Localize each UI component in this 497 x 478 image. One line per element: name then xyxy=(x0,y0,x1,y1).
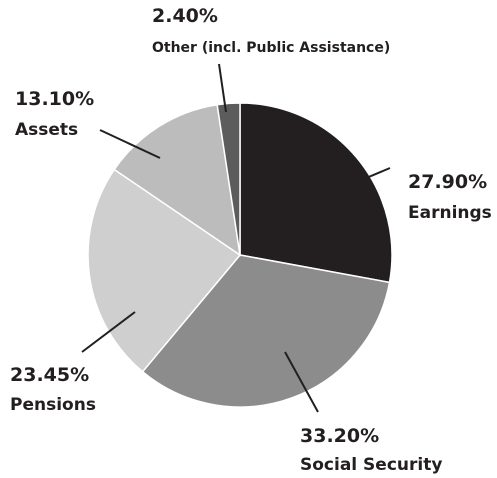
leader-line xyxy=(81,311,136,353)
value-label: 2.40% xyxy=(152,5,218,27)
category-label: Pensions xyxy=(10,395,96,415)
pie-slice xyxy=(113,103,241,257)
value-label: 27.90% xyxy=(408,171,487,193)
pie-slice xyxy=(239,102,393,284)
pie-slice xyxy=(141,254,391,408)
value-label: 33.20% xyxy=(300,425,379,447)
leader-line xyxy=(218,63,227,113)
value-label: 23.45% xyxy=(10,364,89,386)
category-label: Social Security xyxy=(300,455,442,475)
category-label: Other (incl. Public Assistance) xyxy=(152,40,390,56)
leader-line xyxy=(351,167,391,185)
pie-slice xyxy=(87,168,242,373)
leader-line xyxy=(284,351,319,413)
leader-line xyxy=(99,129,161,159)
value-label: 13.10% xyxy=(15,88,94,110)
pie-slice xyxy=(216,102,241,256)
category-label: Earnings xyxy=(408,203,492,223)
category-label: Assets xyxy=(15,120,78,140)
